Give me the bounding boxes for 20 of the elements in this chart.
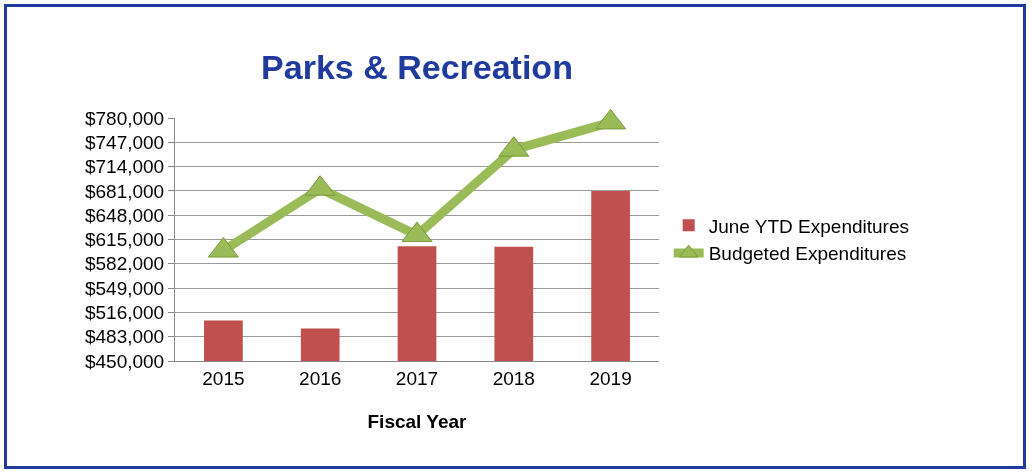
y-tick-label: $483,000	[84, 326, 165, 348]
x-axis-title: Fiscal Year	[367, 411, 468, 432]
legend-label: Budgeted Expenditures	[708, 243, 907, 265]
y-tick-label: $582,000	[84, 253, 165, 275]
y-tick-label: $549,000	[84, 277, 165, 299]
x-tick-label: 2017	[395, 367, 439, 389]
x-tick-label: 2018	[492, 367, 535, 389]
y-tick-label: $780,000	[84, 107, 165, 129]
y-tick-label: $681,000	[84, 180, 165, 202]
legend-label: June YTD Expenditures	[708, 215, 910, 237]
y-tick-label: $747,000	[84, 131, 165, 153]
y-tick-label: $648,000	[84, 204, 165, 226]
y-tick-label: $516,000	[84, 302, 165, 324]
x-tick-label: 2019	[589, 367, 632, 389]
x-tick-label: 2015	[202, 367, 245, 389]
y-tick-label: $615,000	[84, 229, 165, 251]
y-tick-label: $714,000	[84, 156, 165, 178]
x-tick-label: 2016	[299, 367, 342, 389]
chart-title: Parks & Recreation	[261, 47, 573, 86]
y-tick-label: $450,000	[84, 350, 165, 372]
